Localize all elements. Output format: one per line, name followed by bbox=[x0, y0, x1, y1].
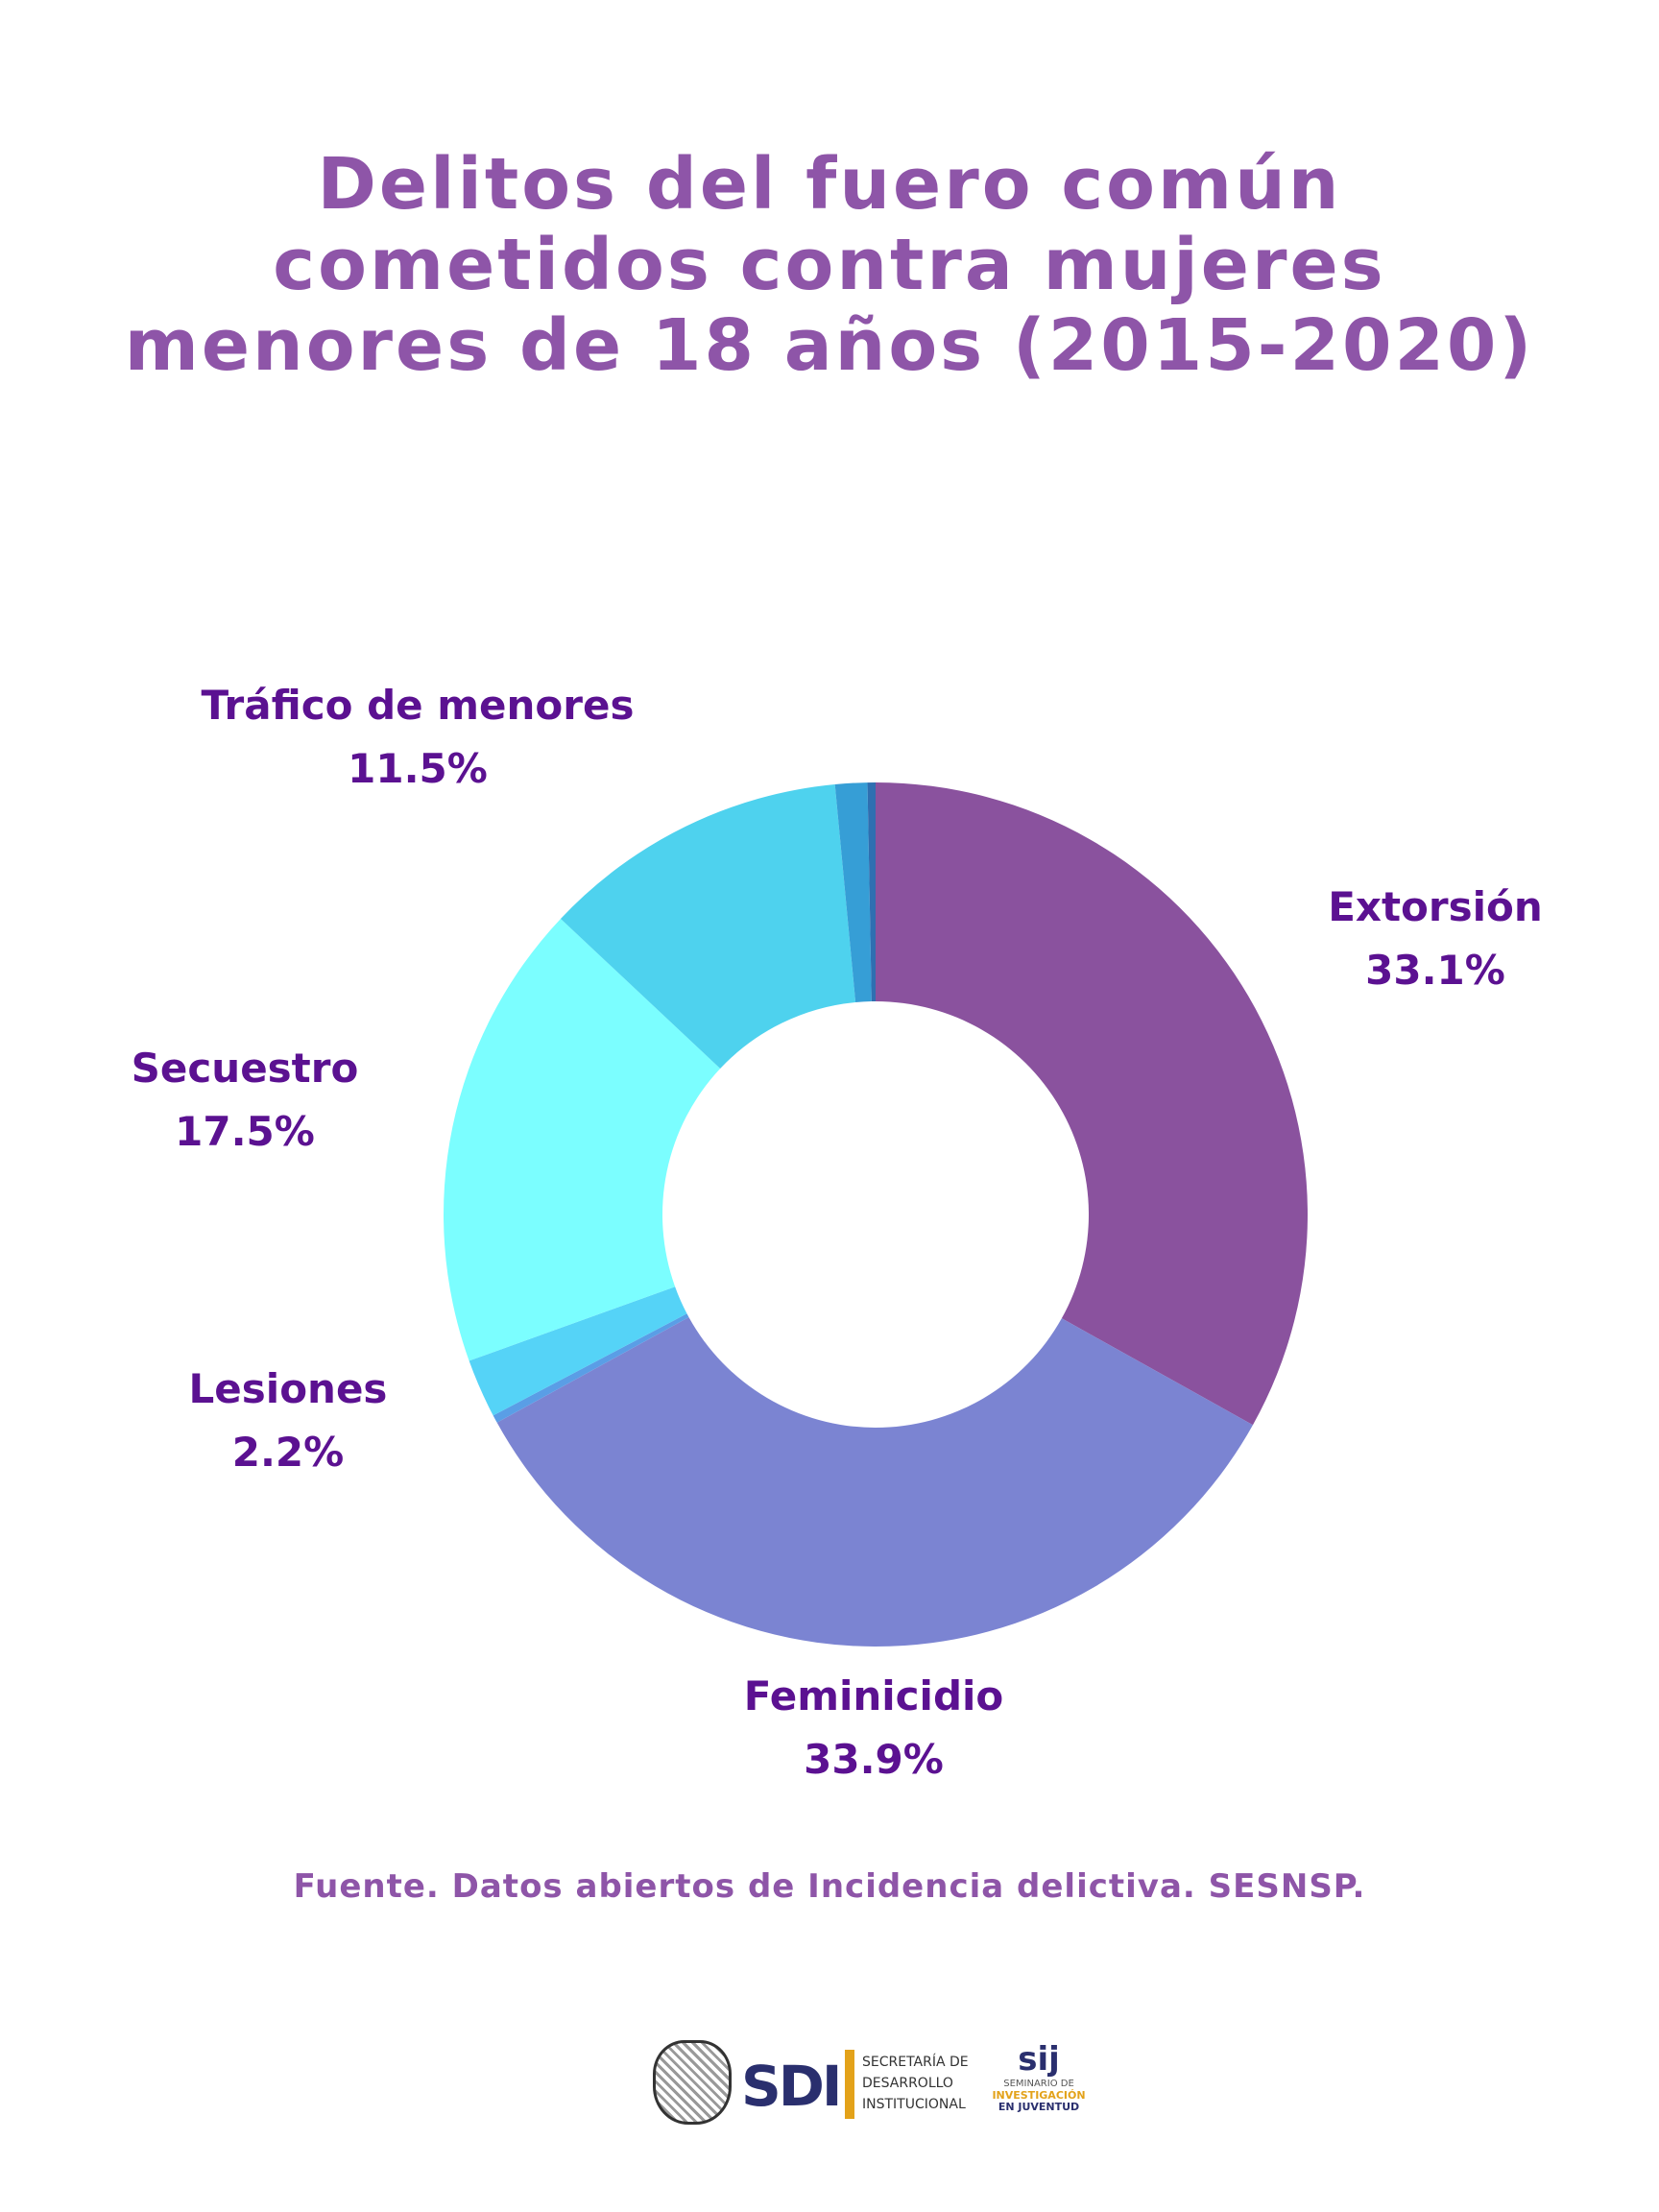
chart-title-line-3: menores de 18 años (2015-2020) bbox=[124, 304, 1535, 387]
sij-logo-line-1: Seminario de bbox=[1003, 2079, 1074, 2089]
sdi-logo-text-line-3: Institucional bbox=[862, 2097, 966, 2112]
donut-slice-secuestro bbox=[443, 918, 721, 1361]
donut-slice-unlabeled_b bbox=[834, 782, 872, 1002]
chart-title-line-2: cometidos contra mujeres bbox=[273, 224, 1386, 306]
slice-label-extorsion-name: Extorsión bbox=[1328, 883, 1543, 930]
slice-label-extorsion: Extorsión 33.1% bbox=[1282, 876, 1589, 1002]
donut-slice-lesiones bbox=[469, 1286, 687, 1416]
unam-seal-logo bbox=[653, 2040, 732, 2125]
sdi-logo-text: Secretaría de Desarrollo Institucional bbox=[862, 2052, 969, 2115]
slice-label-feminicidio-value: 33.9% bbox=[804, 1736, 944, 1783]
slice-label-feminicidio: Feminicidio 33.9% bbox=[691, 1665, 1056, 1791]
chart-title-line-1: Delitos del fuero común bbox=[317, 143, 1342, 226]
sij-logo: sij Seminario de Investigación en Juvent… bbox=[983, 2040, 1094, 2113]
slice-label-trafico-value: 11.5% bbox=[348, 745, 488, 792]
slice-label-feminicidio-name: Feminicidio bbox=[743, 1672, 1004, 1719]
slice-label-extorsion-value: 33.1% bbox=[1365, 947, 1505, 994]
chart-title: Delitos del fuero común cometidos contra… bbox=[0, 144, 1659, 386]
sdi-logo-text-line-1: Secretaría de bbox=[862, 2055, 969, 2070]
donut-slice-unlabeled_c bbox=[867, 782, 876, 1002]
slice-label-secuestro: Secuestro 17.5% bbox=[91, 1037, 398, 1164]
sij-logo-line-3: en Juventud bbox=[998, 2101, 1080, 2113]
slice-label-lesiones-name: Lesiones bbox=[188, 1365, 388, 1412]
sdi-logo-mark: SDI bbox=[741, 2054, 842, 2119]
slice-label-lesiones-value: 2.2% bbox=[231, 1429, 345, 1476]
donut-chart bbox=[443, 782, 1308, 1647]
donut-slice-unlabeled_a bbox=[493, 1313, 689, 1423]
donut-slice-feminicidio bbox=[496, 1316, 1253, 1647]
slice-label-secuestro-name: Secuestro bbox=[131, 1045, 359, 1092]
slice-label-secuestro-value: 17.5% bbox=[175, 1108, 315, 1155]
footer-logos: SDI Secretaría de Desarrollo Institucion… bbox=[653, 2040, 1094, 2127]
donut-slice-extorsion bbox=[876, 782, 1308, 1426]
sdi-logo-divider bbox=[845, 2050, 854, 2119]
sij-logo-mark: sij bbox=[1018, 2040, 1060, 2079]
source-note: Fuente. Datos abiertos de Incidencia del… bbox=[293, 1867, 1366, 1906]
sdi-logo-text-line-2: Desarrollo bbox=[862, 2076, 953, 2091]
slice-label-trafico: Tráfico de menores 11.5% bbox=[144, 674, 691, 801]
donut-slice-trafico bbox=[560, 783, 856, 1070]
slice-label-trafico-name: Tráfico de menores bbox=[201, 682, 635, 729]
slice-label-lesiones: Lesiones 2.2% bbox=[134, 1358, 442, 1484]
sij-logo-line-2: Investigación bbox=[992, 2089, 1086, 2102]
